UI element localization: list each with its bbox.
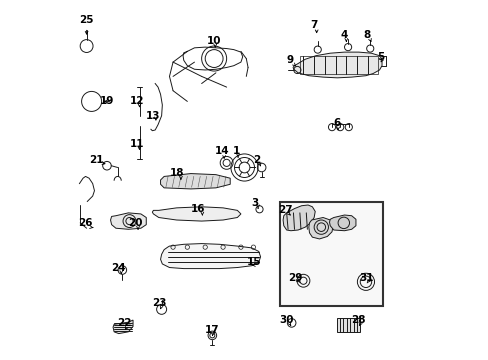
Text: 18: 18 <box>169 168 183 178</box>
Text: 25: 25 <box>79 15 94 25</box>
Text: 26: 26 <box>78 218 93 228</box>
Text: 24: 24 <box>111 262 126 273</box>
Text: 30: 30 <box>279 315 293 325</box>
Polygon shape <box>308 217 332 239</box>
Text: 14: 14 <box>215 147 229 157</box>
Text: 2: 2 <box>253 156 260 165</box>
Bar <box>337 318 359 332</box>
Text: 5: 5 <box>377 52 384 62</box>
Text: 19: 19 <box>100 96 114 107</box>
FancyBboxPatch shape <box>280 202 382 306</box>
Text: 4: 4 <box>340 30 347 40</box>
Polygon shape <box>329 215 355 231</box>
Text: 16: 16 <box>190 203 205 213</box>
Text: 20: 20 <box>128 218 142 228</box>
Text: 6: 6 <box>332 118 340 128</box>
Text: 3: 3 <box>251 198 258 208</box>
Polygon shape <box>152 207 241 221</box>
Text: 1: 1 <box>233 147 240 157</box>
Text: 17: 17 <box>204 325 219 335</box>
Text: 7: 7 <box>310 19 317 30</box>
Text: 12: 12 <box>129 96 143 107</box>
Text: 21: 21 <box>89 156 103 165</box>
Text: 15: 15 <box>247 257 261 267</box>
Text: 9: 9 <box>286 55 293 65</box>
Polygon shape <box>160 244 260 269</box>
Bar <box>299 57 377 73</box>
Text: 22: 22 <box>117 318 132 328</box>
Polygon shape <box>292 52 381 78</box>
Polygon shape <box>110 213 146 229</box>
Text: 11: 11 <box>129 139 143 149</box>
Text: 27: 27 <box>278 205 292 215</box>
Polygon shape <box>160 174 230 189</box>
Text: 28: 28 <box>351 315 366 325</box>
Text: 8: 8 <box>362 30 369 40</box>
Text: 23: 23 <box>152 298 166 308</box>
Polygon shape <box>113 320 133 334</box>
Text: 10: 10 <box>206 36 221 46</box>
Polygon shape <box>283 205 315 231</box>
Text: 29: 29 <box>287 273 302 283</box>
Text: 31: 31 <box>359 273 373 283</box>
Text: 13: 13 <box>146 111 161 121</box>
